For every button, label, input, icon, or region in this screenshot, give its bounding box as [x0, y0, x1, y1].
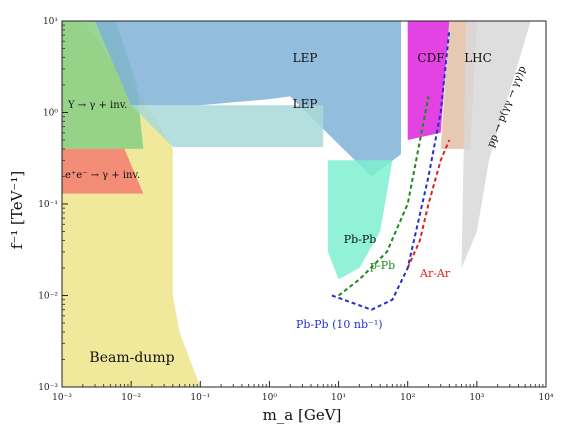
curve-label-arar: Ar-Ar [419, 267, 451, 280]
x-axis-ticks: 10⁻³ 10⁻² 10⁻¹ 10⁰ 10¹ 10² 10³ 10⁴ [52, 381, 554, 403]
curve-label-ppb: p-Pb [370, 259, 395, 272]
x-tick-label: 10⁻³ [52, 393, 72, 403]
region-3 [95, 21, 401, 177]
x-tick-label: 10⁰ [262, 393, 277, 403]
y-tick-label: 10⁻¹ [38, 200, 58, 210]
x-tick-label: 10⁻² [121, 393, 141, 403]
region-5 [327, 160, 393, 280]
x-tick-label: 10² [400, 393, 415, 403]
exclusion-regions [62, 21, 531, 387]
x-axis-label: m_a [GeV] [263, 406, 342, 424]
projection-curves [331, 29, 451, 311]
y-tick-label: 10⁰ [43, 109, 58, 119]
region-label-lep-lower: LEP [293, 97, 318, 111]
x-tick-label: 10⁴ [538, 393, 553, 403]
curve-2 [331, 29, 451, 311]
x-tick-label: 10⁻¹ [190, 393, 210, 403]
region-label-ee: e⁺e⁻ → γ + inv. [65, 170, 140, 181]
region-label-beam-dump: Beam-dump [89, 350, 174, 366]
y-tick-label: 10⁻² [38, 292, 58, 302]
region-4 [131, 105, 324, 147]
y-tick-label: 10¹ [43, 17, 58, 27]
region-6 [407, 21, 450, 140]
x-tick-label: 10³ [469, 393, 484, 403]
curve-0 [337, 96, 430, 297]
region-2 [62, 148, 144, 194]
curve-label-pbpb-10nb: Pb-Pb (10 nb⁻¹) [296, 318, 383, 331]
region-label-upsilon: Υ → γ + inv. [67, 100, 127, 111]
y-axis-ticks: 10⁻³ 10⁻² 10⁻¹ 10⁰ 10¹ [38, 17, 68, 393]
y-axis-label: f⁻¹ [TeV⁻¹] [8, 171, 26, 249]
x-tick-label: 10¹ [331, 393, 346, 403]
region-8 [461, 21, 531, 268]
y-tick-label: 10⁻³ [38, 383, 58, 393]
region-label-cdf: CDF [417, 51, 444, 65]
region-label-lhc: LHC [464, 51, 492, 65]
region-label-pbpb: Pb-Pb [344, 233, 377, 246]
curve-1 [406, 139, 451, 269]
region-label-lep-upper: LEP [293, 51, 318, 65]
